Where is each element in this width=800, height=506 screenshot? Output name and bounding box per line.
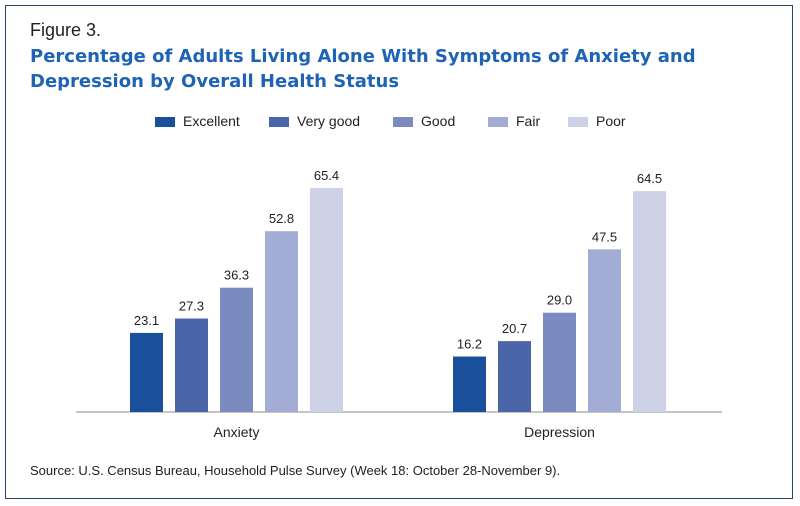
legend-label-poor: Poor	[596, 113, 626, 129]
bar-depression-excellent	[453, 356, 486, 412]
data-label-anxiety-very-good: 27.3	[179, 299, 204, 314]
bar-anxiety-fair	[265, 231, 298, 412]
bar-anxiety-very-good	[175, 318, 208, 412]
bar-depression-poor	[633, 191, 666, 412]
bar-depression-very-good	[498, 341, 531, 412]
bar-anxiety-good	[220, 287, 253, 412]
legend-label-very-good: Very good	[297, 113, 361, 129]
source-note: Source: U.S. Census Bureau, Household Pu…	[30, 463, 561, 478]
legend-swatch-poor	[568, 117, 588, 127]
legend-swatch-very-good	[269, 117, 289, 127]
bar-depression-good	[543, 312, 576, 412]
category-label-depression: Depression	[524, 424, 595, 440]
legend-label-excellent: Excellent	[183, 113, 240, 129]
data-label-anxiety-fair: 52.8	[269, 211, 294, 226]
data-label-depression-poor: 64.5	[637, 171, 662, 186]
legend-swatch-good	[393, 117, 413, 127]
data-label-anxiety-poor: 65.4	[314, 168, 339, 183]
data-label-depression-good: 29.0	[547, 293, 572, 308]
data-label-depression-excellent: 16.2	[457, 337, 482, 352]
data-label-depression-fair: 47.5	[592, 229, 617, 244]
figure-label: Figure 3.	[30, 20, 102, 40]
bar-depression-fair	[588, 249, 621, 412]
data-label-anxiety-good: 36.3	[224, 268, 249, 283]
legend-swatch-excellent	[155, 117, 175, 127]
legend-label-fair: Fair	[516, 113, 541, 129]
data-label-anxiety-excellent: 23.1	[134, 313, 159, 328]
chart-title: Percentage of Adults Living Alone With S…	[30, 46, 696, 92]
bar-chart: 23.1 27.3 36.3 52.8 65.4 Anxiety 16.2 20.7 29.0 4…	[76, 168, 722, 440]
data-label-depression-very-good: 20.7	[502, 321, 527, 336]
category-label-anxiety: Anxiety	[214, 424, 260, 440]
legend-swatch-fair	[488, 117, 508, 127]
bar-anxiety-poor	[310, 188, 343, 412]
chart-legend: Excellent Very good Good Fair Poor	[0, 113, 800, 133]
legend-label-good: Good	[421, 113, 456, 129]
bar-anxiety-excellent	[130, 332, 163, 412]
